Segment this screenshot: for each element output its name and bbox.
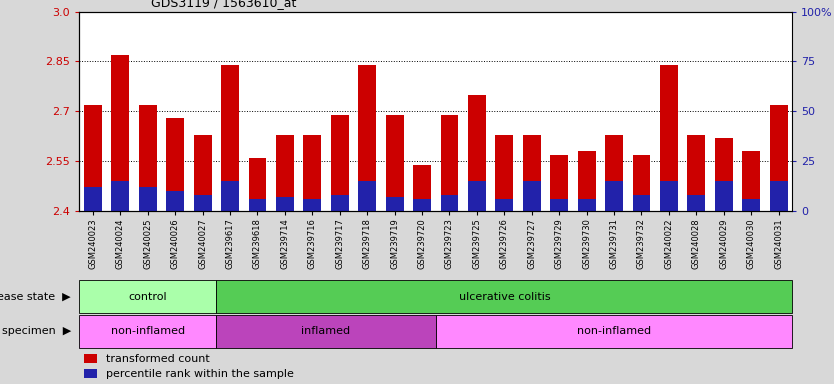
Text: control: control <box>128 291 167 302</box>
Bar <box>84 105 102 211</box>
Bar <box>523 135 540 211</box>
Bar <box>660 65 678 211</box>
Bar <box>715 138 732 211</box>
Bar <box>112 55 129 211</box>
Bar <box>166 118 184 211</box>
Bar <box>79 315 216 348</box>
Bar <box>435 315 792 348</box>
Bar <box>605 135 623 211</box>
Bar <box>193 135 212 211</box>
Bar <box>742 199 760 211</box>
Bar <box>632 195 651 211</box>
Text: specimen  ▶: specimen ▶ <box>2 326 71 336</box>
Bar <box>413 165 431 211</box>
Bar <box>578 151 595 211</box>
Bar <box>385 197 404 211</box>
Bar <box>578 199 595 211</box>
Bar <box>216 315 435 348</box>
Bar <box>112 181 129 211</box>
Bar <box>495 199 513 211</box>
Bar <box>304 199 321 211</box>
Bar <box>660 181 678 211</box>
Bar <box>79 280 216 313</box>
Bar <box>276 135 294 211</box>
Text: GDS3119 / 1563610_at: GDS3119 / 1563610_at <box>150 0 296 9</box>
Text: ulcerative colitis: ulcerative colitis <box>459 291 550 302</box>
Bar <box>770 181 787 211</box>
Bar <box>166 191 184 211</box>
Text: inflamed: inflamed <box>302 326 350 336</box>
Bar <box>687 135 706 211</box>
Bar <box>550 155 568 211</box>
Bar <box>632 155 651 211</box>
Bar <box>216 280 792 313</box>
Bar <box>276 197 294 211</box>
Bar <box>770 105 787 211</box>
Bar <box>440 195 459 211</box>
Bar <box>221 181 239 211</box>
Bar <box>742 151 760 211</box>
Bar <box>331 195 349 211</box>
Bar <box>605 181 623 211</box>
Bar <box>495 135 513 211</box>
Bar <box>221 65 239 211</box>
Bar <box>687 195 706 211</box>
Text: non-inflamed: non-inflamed <box>111 326 185 336</box>
Bar <box>359 65 376 211</box>
Bar <box>468 181 486 211</box>
Bar <box>550 199 568 211</box>
Bar <box>468 95 486 211</box>
Text: disease state  ▶: disease state ▶ <box>0 291 71 302</box>
Bar <box>523 181 540 211</box>
Bar <box>359 181 376 211</box>
Bar <box>249 199 266 211</box>
Legend: transformed count, percentile rank within the sample: transformed count, percentile rank withi… <box>79 349 299 384</box>
Bar <box>304 135 321 211</box>
Bar <box>249 158 266 211</box>
Bar <box>139 105 157 211</box>
Bar <box>84 187 102 211</box>
Bar <box>385 115 404 211</box>
Bar <box>331 115 349 211</box>
Bar <box>193 195 212 211</box>
Bar <box>440 115 459 211</box>
Text: non-inflamed: non-inflamed <box>577 326 651 336</box>
Bar <box>413 199 431 211</box>
Bar <box>715 181 732 211</box>
Bar <box>139 187 157 211</box>
